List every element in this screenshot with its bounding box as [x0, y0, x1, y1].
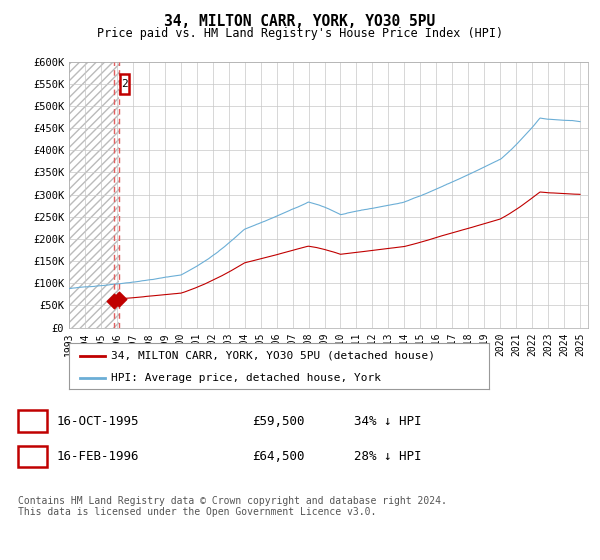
Text: 34% ↓ HPI: 34% ↓ HPI — [354, 414, 421, 428]
Text: 2: 2 — [29, 450, 36, 463]
Text: £59,500: £59,500 — [252, 414, 305, 428]
Text: HPI: Average price, detached house, York: HPI: Average price, detached house, York — [111, 373, 381, 383]
Text: Price paid vs. HM Land Registry's House Price Index (HPI): Price paid vs. HM Land Registry's House … — [97, 27, 503, 40]
Text: 1: 1 — [29, 414, 36, 428]
Text: Contains HM Land Registry data © Crown copyright and database right 2024.
This d: Contains HM Land Registry data © Crown c… — [18, 496, 447, 517]
Text: 34, MILTON CARR, YORK, YO30 5PU (detached house): 34, MILTON CARR, YORK, YO30 5PU (detache… — [111, 351, 435, 361]
Text: 16-OCT-1995: 16-OCT-1995 — [57, 414, 139, 428]
Text: 28% ↓ HPI: 28% ↓ HPI — [354, 450, 421, 463]
Point — [109, 297, 118, 306]
Text: 34, MILTON CARR, YORK, YO30 5PU: 34, MILTON CARR, YORK, YO30 5PU — [164, 14, 436, 29]
FancyBboxPatch shape — [119, 74, 128, 94]
Point — [114, 295, 124, 304]
Text: 16-FEB-1996: 16-FEB-1996 — [57, 450, 139, 463]
Bar — [69, 62, 119, 328]
Text: 2: 2 — [121, 79, 127, 89]
Text: £64,500: £64,500 — [252, 450, 305, 463]
